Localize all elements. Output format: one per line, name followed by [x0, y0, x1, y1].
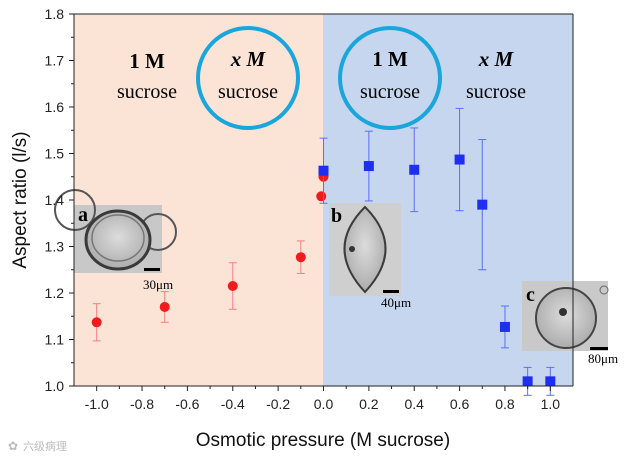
y-tick-label: 1.2: [45, 285, 65, 301]
x-tick-label: 0.0: [314, 396, 334, 412]
left-plain-value: 1 M: [129, 49, 165, 73]
x-axis-title: Osmotic pressure (M sucrose): [196, 430, 450, 451]
x-tick-label: 0.2: [359, 396, 379, 412]
y-tick-label: 1.8: [45, 6, 65, 22]
x-tick-label: 1.0: [541, 396, 561, 412]
left-circle-value: x M: [230, 47, 267, 71]
x-tick-label: 0.6: [450, 396, 470, 412]
inset-c-letter: c: [526, 284, 535, 306]
blue-data-point: [409, 164, 420, 175]
blue-data-point: [454, 154, 465, 165]
y-tick-label: 1.1: [45, 332, 65, 348]
left-plain-word: sucrose: [117, 81, 177, 103]
red-data-point: [316, 191, 327, 202]
left-circle-word: sucrose: [218, 81, 278, 103]
x-tick-label: 0.4: [404, 396, 424, 412]
y-axis-title: Aspect ratio (l/s): [10, 131, 31, 268]
inset-b-scale-label: 40μm: [381, 295, 411, 310]
inset-c-scale-bar: [590, 347, 608, 350]
inset-a-scale-label: 30μm: [143, 277, 173, 292]
axis-ticks: -1.0 -0.8 -0.6 -0.4 -0.2 0.0 0.2 0.4 0.6 0.8 1.0 1.…: [45, 6, 561, 412]
inset-b: b 40μm: [329, 203, 411, 310]
right-circle-value: 1 M: [372, 47, 408, 71]
inset-b-scale-bar: [383, 290, 399, 293]
blue-data-point: [363, 161, 374, 172]
left-annotation-circle: [196, 26, 300, 130]
right-plain-word: sucrose: [466, 81, 526, 103]
data-marks: [91, 107, 556, 396]
x-tick-label: -0.4: [221, 396, 245, 412]
inset-c-scale-label: 80μm: [588, 351, 618, 366]
red-data-point: [91, 317, 102, 328]
right-plain-value: x M: [478, 47, 515, 71]
left-plain-label: 1 M sucrose: [117, 49, 177, 103]
weibo-icon: ✿: [8, 439, 18, 453]
y-tick-label: 1.7: [45, 53, 65, 69]
blue-data-point: [545, 376, 556, 387]
blue-data-point: [522, 376, 533, 387]
blue-data-point: [477, 199, 488, 210]
inset-a-letter: a: [78, 204, 88, 226]
watermark: ✿ 六级病理: [8, 439, 67, 453]
left-circle-label: x M sucrose: [196, 26, 300, 130]
inset-a: a 30μm: [54, 189, 177, 292]
x-tick-label: -0.2: [266, 396, 290, 412]
blue-data-point: [499, 321, 510, 332]
red-data-point: [159, 301, 170, 312]
right-circle-word: sucrose: [360, 81, 420, 103]
red-data-point: [227, 281, 238, 292]
x-tick-label: -0.8: [130, 396, 154, 412]
right-plain-label: x M sucrose: [466, 47, 526, 103]
inset-b-letter: b: [331, 205, 342, 227]
inset-a-scale-bar: [144, 268, 160, 271]
x-tick-label: -1.0: [85, 396, 109, 412]
right-annotation-circle: [338, 26, 442, 130]
right-circle-label: 1 M sucrose: [338, 26, 442, 130]
inset-c: c 80μm: [522, 281, 618, 366]
x-tick-label: -0.6: [175, 396, 199, 412]
y-tick-label: 1.0: [45, 378, 65, 394]
blue-data-point: [318, 165, 329, 176]
red-data-point: [295, 252, 306, 263]
y-tick-label: 1.4: [45, 192, 65, 208]
x-tick-label: 0.8: [495, 396, 515, 412]
y-tick-label: 1.6: [45, 99, 65, 115]
watermark-text: 六级病理: [23, 439, 67, 453]
y-tick-label: 1.5: [45, 146, 65, 162]
y-tick-label: 1.3: [45, 239, 65, 255]
